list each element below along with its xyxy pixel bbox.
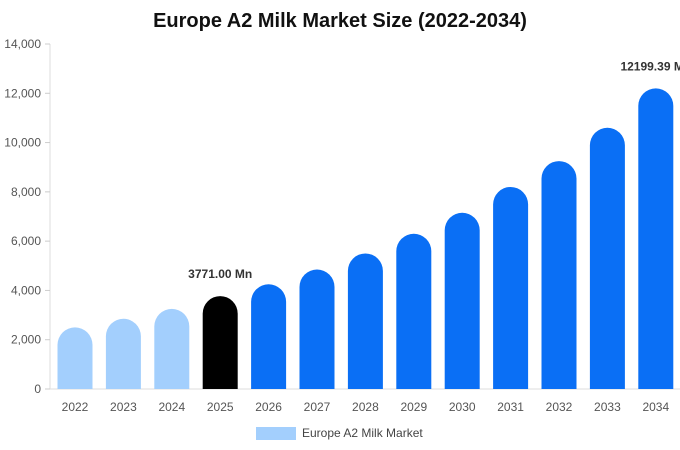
bar-2025[interactable] bbox=[202, 296, 238, 389]
y-tick-label: 0 bbox=[34, 382, 41, 396]
legend-label: Europe A2 Milk Market bbox=[302, 426, 423, 440]
x-tick-label: 2031 bbox=[497, 400, 524, 414]
y-tick-label: 8,000 bbox=[11, 185, 41, 199]
y-tick-label: 4,000 bbox=[11, 283, 41, 297]
legend-swatch bbox=[256, 427, 296, 440]
bar-2026[interactable] bbox=[251, 284, 287, 389]
x-tick-label: 2033 bbox=[594, 400, 621, 414]
x-tick-label: 2032 bbox=[546, 400, 573, 414]
bar-2032[interactable] bbox=[541, 161, 577, 389]
bar-series bbox=[57, 88, 674, 390]
bar-2034[interactable] bbox=[638, 88, 674, 389]
legend[interactable]: Europe A2 Milk Market bbox=[256, 426, 423, 440]
bar-2023[interactable] bbox=[105, 318, 141, 389]
y-axis-ticks: 0 2,000 4,000 6,000 8,000 10,000 12,000 14,000 bbox=[4, 37, 50, 396]
x-tick-label: 2025 bbox=[207, 400, 234, 414]
x-tick-label: 2026 bbox=[255, 400, 282, 414]
bar-2033[interactable] bbox=[589, 127, 625, 390]
data-label: 12199.39 Mn bbox=[620, 59, 680, 73]
bar-2024[interactable] bbox=[154, 308, 190, 389]
y-tick-label: 12,000 bbox=[4, 86, 41, 100]
x-tick-label: 2029 bbox=[400, 400, 427, 414]
bar-2029[interactable] bbox=[396, 233, 432, 389]
y-tick-label: 14,000 bbox=[4, 37, 41, 51]
x-tick-label: 2027 bbox=[304, 400, 331, 414]
y-tick-label: 10,000 bbox=[4, 136, 41, 150]
x-tick-label: 2028 bbox=[352, 400, 379, 414]
chart-title: Europe A2 Milk Market Size (2022-2034) bbox=[153, 10, 527, 32]
x-tick-label: 2030 bbox=[449, 400, 476, 414]
bar-2031[interactable] bbox=[493, 186, 529, 389]
y-tick-label: 2,000 bbox=[11, 333, 41, 347]
data-labels: 3771.00 Mn 12199.39 Mn bbox=[188, 59, 680, 281]
x-axis-ticks: 2022 2023 2024 2025 2026 2027 2028 2029 2030 2031… bbox=[62, 400, 670, 414]
x-tick-label: 2023 bbox=[110, 400, 137, 414]
bar-2027[interactable] bbox=[299, 269, 335, 389]
x-tick-label: 2024 bbox=[158, 400, 185, 414]
y-tick-label: 6,000 bbox=[11, 234, 41, 248]
x-tick-label: 2022 bbox=[62, 400, 89, 414]
data-label: 3771.00 Mn bbox=[188, 267, 252, 281]
x-tick-label: 2034 bbox=[642, 400, 669, 414]
bar-2028[interactable] bbox=[347, 253, 383, 389]
bar-2022[interactable] bbox=[57, 327, 93, 389]
bar-2030[interactable] bbox=[444, 212, 480, 389]
